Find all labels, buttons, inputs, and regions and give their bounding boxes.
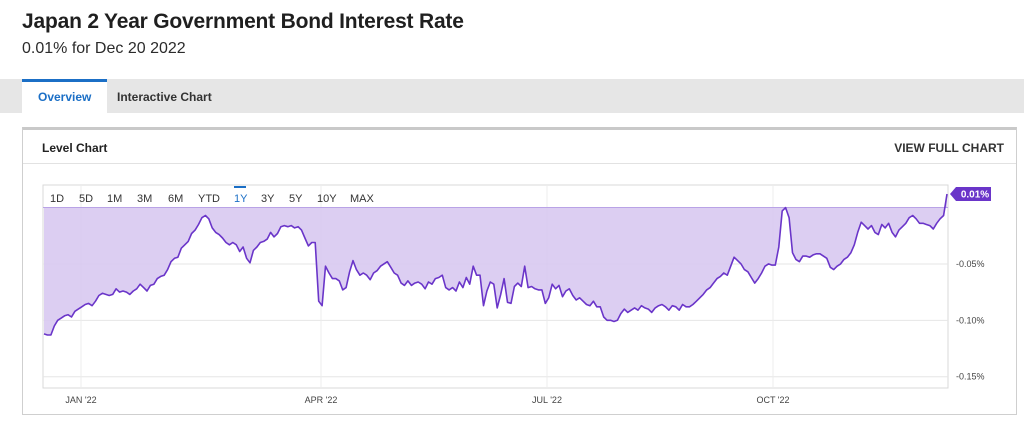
last-value-label: 0.01% xyxy=(961,190,989,201)
view-full-chart-link[interactable]: VIEW FULL CHART xyxy=(894,141,1004,155)
range-button-3m[interactable]: 3M xyxy=(137,193,152,205)
range-button-max[interactable]: MAX xyxy=(350,193,375,205)
x-tick-label: APR '22 xyxy=(305,395,338,405)
panel-header: Level Chart VIEW FULL CHART xyxy=(23,130,1016,164)
y-tick-label: -0.15% xyxy=(956,372,985,382)
range-button-10y[interactable]: 10Y xyxy=(317,193,337,205)
series-line xyxy=(43,193,948,336)
range-button-5y[interactable]: 5Y xyxy=(289,193,303,205)
panel-title: Level Chart xyxy=(42,141,108,155)
range-button-3y[interactable]: 3Y xyxy=(261,193,275,205)
range-button-1y[interactable]: 1Y xyxy=(234,193,248,205)
page-title: Japan 2 Year Government Bond Interest Ra… xyxy=(22,10,464,33)
tab-interactive-chart[interactable]: Interactive Chart xyxy=(117,90,212,104)
x-tick-label: OCT '22 xyxy=(756,395,789,405)
range-button-1m[interactable]: 1M xyxy=(107,193,122,205)
series-area xyxy=(44,194,947,335)
last-value-badge xyxy=(950,187,991,202)
level-chart-panel: Level Chart VIEW FULL CHART -0.05% -0.10%… xyxy=(22,127,1017,415)
y-tick-label: -0.10% xyxy=(956,315,985,325)
tab-overview[interactable]: Overview xyxy=(22,79,108,113)
plot-frame xyxy=(42,184,949,389)
range-button-5d[interactable]: 5D xyxy=(79,193,93,205)
x-tick-label: JAN '22 xyxy=(65,395,96,405)
level-chart[interactable]: -0.05% -0.10% -0.15% JAN '22 APR '22 JUL '22 O… xyxy=(23,130,1018,418)
page-subtitle: 0.01% for Dec 20 2022 xyxy=(22,40,186,57)
range-button-6m[interactable]: 6M xyxy=(168,193,183,205)
range-button-ytd[interactable]: YTD xyxy=(198,193,220,205)
x-tick-label: JUL '22 xyxy=(532,395,562,405)
range-button-active-indicator xyxy=(234,186,246,188)
y-tick-label: -0.05% xyxy=(956,259,985,269)
range-button-1d[interactable]: 1D xyxy=(50,193,64,205)
tab-bar: Overview Interactive Chart xyxy=(0,79,1024,113)
